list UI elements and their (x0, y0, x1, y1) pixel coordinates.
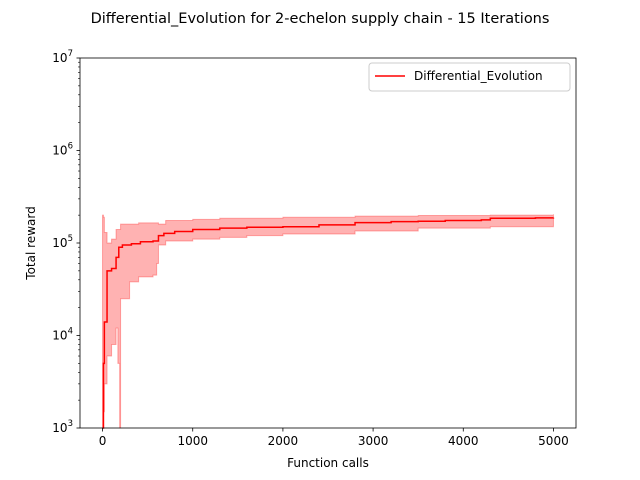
x-tick-label: 2000 (268, 434, 299, 448)
axes-frame (79, 57, 577, 429)
confidence-band (102, 214, 554, 429)
y-tick-label: 106 (52, 142, 73, 158)
legend-box (368, 62, 571, 92)
legend: Differential_Evolution (368, 62, 571, 92)
x-tick-label: 4000 (448, 434, 479, 448)
legend-label: Differential_Evolution (414, 69, 543, 83)
plot-area (102, 214, 555, 429)
y-tick-label: 104 (52, 327, 73, 343)
y-tick-label: 105 (52, 234, 73, 250)
x-tick-label: 3000 (358, 434, 389, 448)
series-line-differential-evolution (102, 217, 555, 429)
x-tick-label: 1000 (177, 434, 208, 448)
x-tick-label: 0 (99, 434, 107, 448)
chart-title: Differential_Evolution for 2-echelon sup… (91, 11, 550, 27)
x-axis-label: Function calls (287, 456, 369, 470)
y-tick-label: 107 (52, 49, 73, 65)
y-axis-label: Total reward (24, 206, 38, 280)
x-tick-label: 5000 (538, 434, 569, 448)
axis-ticks: 0 1000 2000 3000 4000 5000 103 104 105 106 107 (52, 49, 568, 448)
y-tick-label: 103 (52, 419, 73, 435)
